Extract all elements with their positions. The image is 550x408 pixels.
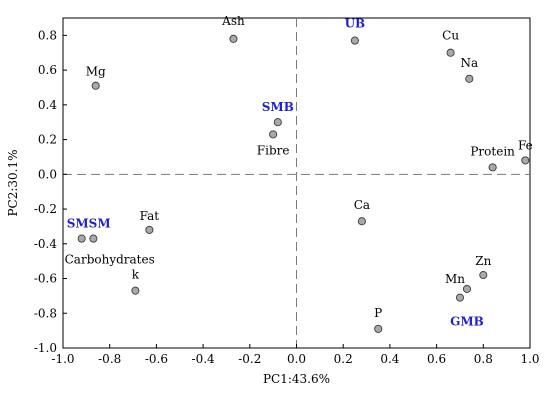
y-axis-title: PC2:30.1% [6, 149, 20, 216]
x-tick-label: -0.4 [192, 352, 216, 366]
point-label: GMB [450, 315, 484, 329]
point-label: UB [345, 17, 366, 31]
point-label: Na [460, 56, 478, 70]
x-tick-label: 1.0 [520, 352, 539, 366]
data-point-protein [488, 163, 497, 172]
x-tick-label: 0.0 [287, 352, 306, 366]
y-tick-label: 0.4 [38, 98, 57, 112]
data-point-na [465, 74, 474, 83]
point-label: SMSM [67, 217, 111, 231]
point-label: Ash [221, 14, 245, 28]
point-label: Ca [354, 198, 370, 212]
data-point-fe [521, 156, 530, 165]
data-point-ca [357, 217, 366, 226]
x-tick-label: -0.8 [98, 352, 121, 366]
y-tick-label: 0.0 [38, 167, 57, 181]
x-tick-label: 0.8 [474, 352, 493, 366]
reference-lines [63, 18, 530, 348]
x-tick-label: 0.2 [334, 352, 353, 366]
x-axis: -1.0 -0.8 -0.6 -0.4 -0.2 0.0 0.2 0.4 0.6 0.8 1.0 [51, 344, 540, 366]
point-label: Protein [470, 144, 515, 158]
data-points [77, 34, 530, 333]
point-label: Zn [475, 254, 491, 268]
point-label: SMB [262, 100, 294, 114]
point-label: k [132, 268, 140, 282]
point-label: Fat [140, 209, 160, 223]
data-point-smsm-2 [89, 234, 98, 243]
y-tick-label: 0.8 [38, 28, 57, 42]
data-point-smb-1 [273, 118, 282, 127]
y-tick-label: -0.8 [34, 306, 57, 320]
point-label: Mn [445, 272, 465, 286]
data-point-k [131, 286, 140, 295]
data-point-cu [446, 48, 455, 57]
x-tick-label: -0.6 [145, 352, 168, 366]
x-tick-label: -1.0 [51, 352, 74, 366]
data-point-fibre [269, 130, 278, 139]
data-point-mn [462, 284, 472, 293]
point-label: P [374, 306, 382, 320]
data-point-fat [145, 225, 154, 234]
data-point-ub [350, 36, 359, 45]
x-axis-title: PC1:43.6% [263, 372, 330, 386]
y-tick-label: 0.2 [38, 133, 57, 147]
data-point-zn [479, 271, 488, 280]
point-label: Fe [518, 138, 533, 152]
y-tick-label: -1.0 [34, 341, 57, 355]
y-axis: -1.0 -0.8 -0.6 -0.4 -0.2 0.0 0.2 0.4 0.6 0.8 [34, 28, 67, 355]
data-point-gmb-1 [455, 293, 465, 302]
point-label: Mg [86, 65, 106, 79]
x-tick-label: 0.4 [380, 352, 399, 366]
x-tick-label: -0.2 [238, 352, 261, 366]
point-label: Carbohydrates [65, 253, 155, 267]
y-tick-label: -0.6 [34, 272, 57, 286]
data-point-smsm-1 [77, 234, 86, 243]
y-tick-label: -0.2 [34, 202, 57, 216]
point-label: Fibre [257, 143, 290, 157]
x-tick-label: 0.6 [427, 352, 446, 366]
data-point-p [374, 324, 383, 333]
data-point-ash [229, 34, 238, 43]
data-point-mg [91, 81, 100, 90]
point-label: Cu [442, 29, 459, 43]
y-tick-label: -0.4 [34, 237, 58, 251]
y-tick-label: 0.6 [38, 63, 57, 77]
